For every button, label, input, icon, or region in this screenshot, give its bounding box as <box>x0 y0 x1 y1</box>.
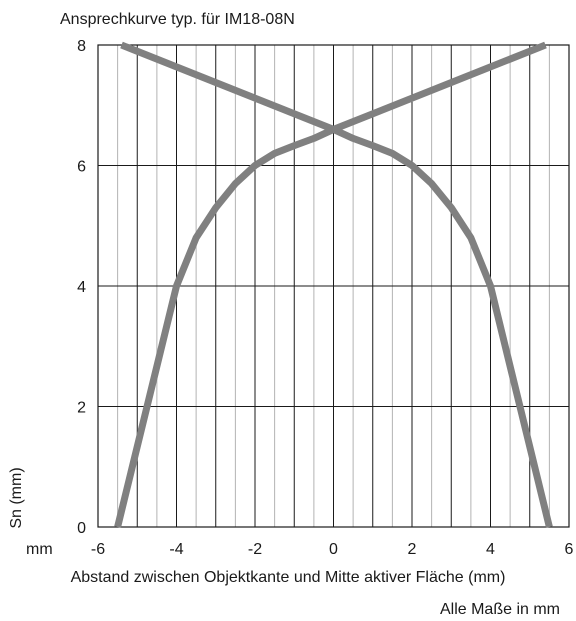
x-tick-label: 0 <box>329 541 338 558</box>
series-layer <box>114 41 553 528</box>
y-tick-label: 2 <box>77 400 86 417</box>
x-tick-label: 2 <box>408 541 417 558</box>
y-tick-labels: 0 2 4 6 8 <box>77 38 86 537</box>
series-line-2 <box>120 41 335 133</box>
x-tick-label: -4 <box>169 541 183 558</box>
x-axis-label: Abstand zwischen Objektkante und Mitte a… <box>71 569 506 586</box>
x-tick-label: -6 <box>91 541 105 558</box>
y-axis-label: Sn (mm) <box>8 467 25 528</box>
x-tick-label: 4 <box>486 541 495 558</box>
chart-title: Ansprechkurve typ. für IM18-08N <box>60 11 295 28</box>
plot-frame <box>97 44 570 528</box>
y-tick-label: 8 <box>77 38 86 55</box>
x-tick-label: -2 <box>248 541 262 558</box>
footnote: Alle Maße in mm <box>440 601 560 618</box>
series-line-3 <box>332 41 547 133</box>
y-tick-label: 4 <box>77 279 86 296</box>
x-tick-labels: -6 -4 -2 0 2 4 6 <box>91 541 574 558</box>
y-tick-label: 6 <box>77 159 86 176</box>
y-tick-label: 0 <box>77 520 86 537</box>
x-tick-label: 6 <box>565 541 574 558</box>
x-axis-unit-label: mm <box>26 541 53 558</box>
major-gridlines <box>98 45 569 527</box>
